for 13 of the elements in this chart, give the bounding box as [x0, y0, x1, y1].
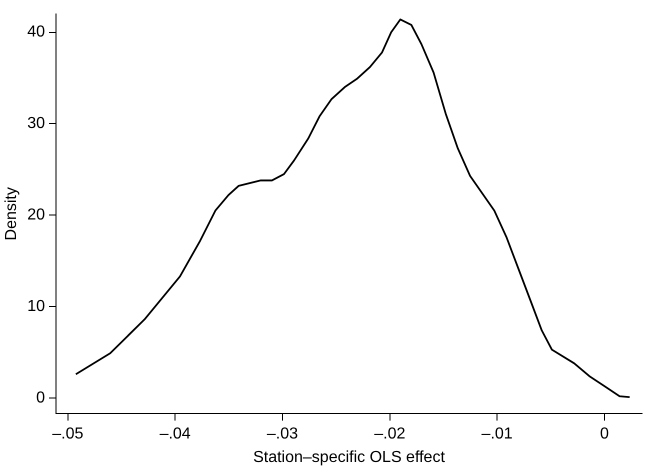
x-tick-label: –.03 [266, 426, 298, 443]
y-tick-label: 0 [36, 389, 46, 406]
x-axis-title: Station–specific OLS effect [253, 448, 446, 466]
y-tick-label: 10 [27, 298, 46, 316]
x-tick-label: –.02 [374, 426, 406, 443]
y-tick-label: 40 [27, 24, 46, 41]
x-tick-label: –.04 [160, 426, 191, 443]
x-tick-label: 0 [600, 426, 609, 443]
x-tick-label: –.01 [482, 426, 513, 443]
y-tick-label: 30 [27, 115, 46, 132]
y-tick-label: 20 [27, 206, 46, 224]
y-axis-title: Density [3, 187, 20, 240]
x-tick-label: –.05 [52, 426, 84, 443]
